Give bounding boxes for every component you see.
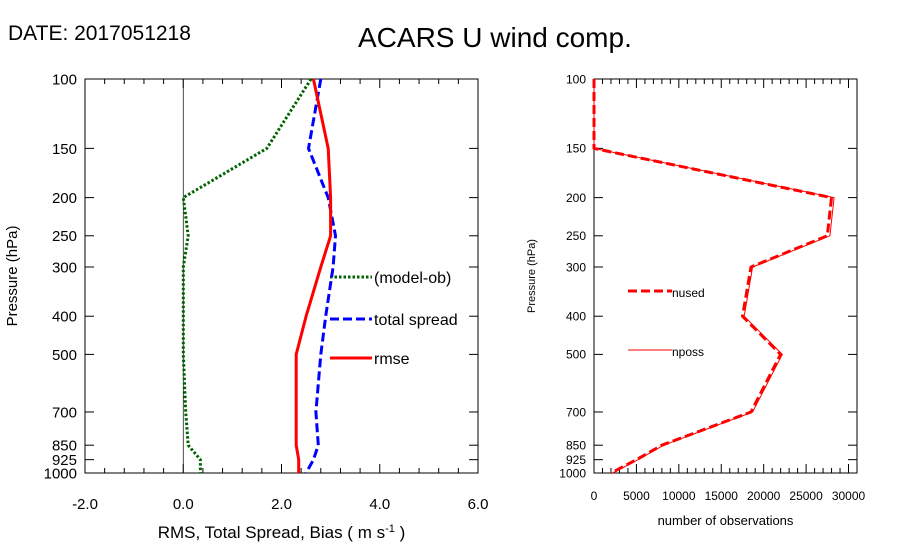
x-tick-label: 20000 <box>747 489 781 503</box>
legend-label: (model-ob) <box>374 270 451 287</box>
y-tick-label: 925 <box>566 453 586 467</box>
x-axis-label: number of observations <box>658 513 794 528</box>
y-tick-label: 300 <box>566 260 586 274</box>
x-tick-label: 10000 <box>662 489 696 503</box>
x-tick-label: 6.0 <box>468 496 489 513</box>
series-line-nused <box>592 79 833 475</box>
x-tick-label: 25000 <box>789 489 823 503</box>
legend-label: total spread <box>374 312 458 329</box>
x-tick-label: 4.0 <box>369 496 390 513</box>
x-tick-label: 5000 <box>623 489 650 503</box>
chart-title: ACARS U wind comp. <box>358 22 632 53</box>
y-tick-label: 700 <box>52 404 77 421</box>
y-axis-label: Pressure (hPa) <box>4 226 21 327</box>
series-line-nposs <box>593 79 835 474</box>
y-tick-label: 400 <box>566 310 586 324</box>
y-tick-label: 400 <box>52 309 77 326</box>
x-tick-label: 2.0 <box>271 496 292 513</box>
series-line-rmse <box>294 78 333 473</box>
y-axis-label: Pressure (hPa) <box>526 239 538 313</box>
y-tick-label: 300 <box>52 259 77 276</box>
x-tick-label: 30000 <box>832 489 866 503</box>
y-tick-label: 925 <box>52 452 77 469</box>
y-tick-label: 500 <box>52 347 77 364</box>
y-tick-label: 850 <box>566 439 586 453</box>
series-line-totalspread <box>304 78 337 474</box>
x-tick-label: -2.0 <box>72 496 98 513</box>
date-label: DATE: 2017051218 <box>8 22 191 45</box>
x-tick-label: 0 <box>591 489 598 503</box>
x-axis-label: RMS, Total Spread, Bias ( m s-1 ) <box>158 523 406 542</box>
y-tick-label: 850 <box>52 438 77 455</box>
y-tick-label: 1000 <box>559 466 586 480</box>
y-tick-label: 200 <box>52 190 77 207</box>
x-tick-label: 0.0 <box>173 496 194 513</box>
y-tick-label: 250 <box>52 228 77 245</box>
x-tick-label: 15000 <box>705 489 739 503</box>
y-tick-label: 500 <box>566 348 586 362</box>
y-tick-label: 1000 <box>44 465 77 482</box>
y-tick-label: 200 <box>566 191 586 205</box>
y-tick-label: 250 <box>566 229 586 243</box>
y-tick-label: 150 <box>52 141 77 158</box>
y-tick-label: 100 <box>52 71 77 88</box>
legend-label: nposs <box>672 345 704 359</box>
legend-label: nused <box>672 286 705 300</box>
legend-label: rmse <box>374 351 410 368</box>
plot-frame <box>593 78 858 474</box>
series-line-modelob <box>181 78 313 473</box>
y-tick-label: 700 <box>566 405 586 419</box>
y-tick-label: 150 <box>566 142 586 156</box>
y-tick-label: 100 <box>566 72 586 86</box>
